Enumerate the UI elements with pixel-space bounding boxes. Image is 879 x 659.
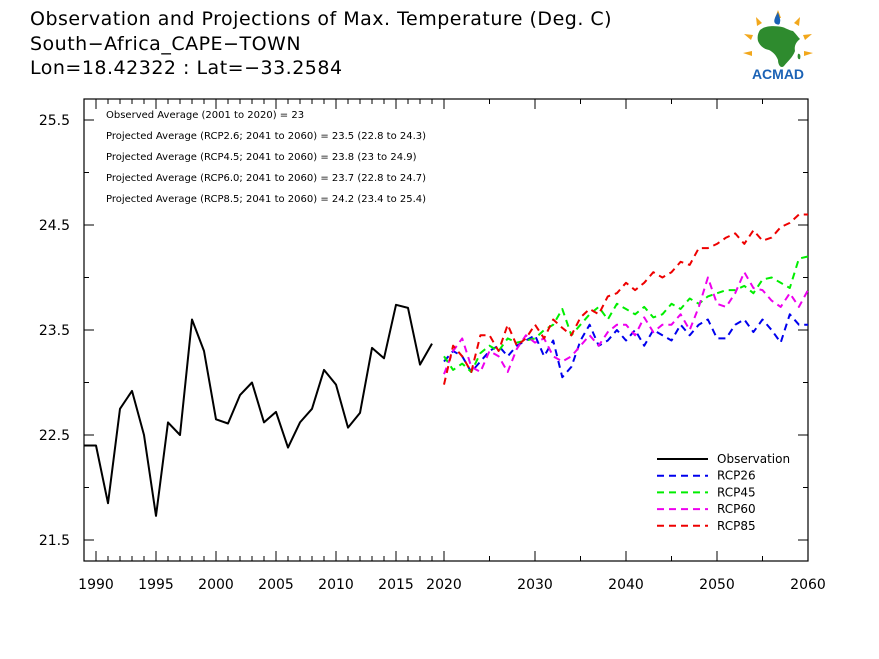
annotations: Observed Average (2001 to 2020) = 23 Proj… xyxy=(106,110,426,205)
x-tick-label: 2050 xyxy=(699,577,735,593)
series-line-rcp26 xyxy=(443,313,808,379)
series-line-rcp60 xyxy=(443,271,809,375)
y-tick-label: 25.5 xyxy=(39,113,70,129)
coordinates-label: Lon=18.42322 : Lat=−33.2584 xyxy=(30,57,343,79)
location-name: South−Africa_CAPE−TOWN xyxy=(30,33,302,55)
x-tick-label: 1995 xyxy=(138,577,174,593)
x-tick-label: 2000 xyxy=(198,577,234,593)
y-tick-label: 22.5 xyxy=(39,428,70,444)
x-axis-labels: 1990 1995 2000 2005 2010 2015 2020 2030 2040 2050… xyxy=(78,577,826,593)
axis-ticks xyxy=(84,99,809,561)
series-line-rcp45 xyxy=(443,255,809,373)
y-axis-labels: 21.5 22.5 23.5 24.5 25.5 xyxy=(39,113,70,549)
annotation-line: Projected Average (RCP6.0; 2041 to 2060)… xyxy=(106,173,426,184)
x-tick-label: 2010 xyxy=(318,577,354,593)
series-line-rcp85 xyxy=(443,213,808,385)
annotation-line: Observed Average (2001 to 2020) = 23 xyxy=(106,110,304,121)
y-tick-label: 21.5 xyxy=(39,533,70,549)
y-tick-label: 23.5 xyxy=(39,323,70,339)
acmad-logo: ACMAD xyxy=(743,10,813,82)
x-tick-label: 2030 xyxy=(517,577,553,593)
chart-title: Observation and Projections of Max. Temp… xyxy=(30,8,613,30)
legend-label-rcp60: RCP60 xyxy=(717,502,756,516)
legend-label-rcp26: RCP26 xyxy=(717,469,756,483)
legend: Observation RCP26 RCP45 RCP60 RCP85 xyxy=(657,452,790,533)
series-line-observation xyxy=(84,303,433,517)
series-lines xyxy=(84,213,809,517)
x-tick-label: 1990 xyxy=(78,577,114,593)
x-tick-label: 2005 xyxy=(258,577,294,593)
legend-label-rcp45: RCP45 xyxy=(717,485,756,499)
legend-label-observation: Observation xyxy=(717,452,790,466)
x-tick-label: 2020 xyxy=(426,577,462,593)
legend-label-rcp85: RCP85 xyxy=(717,519,756,533)
annotation-line: Projected Average (RCP4.5; 2041 to 2060)… xyxy=(106,152,417,163)
x-tick-label: 2015 xyxy=(378,577,414,593)
logo-text: ACMAD xyxy=(752,66,804,82)
x-tick-label: 2040 xyxy=(608,577,644,593)
x-tick-label: 2060 xyxy=(790,577,826,593)
y-tick-label: 24.5 xyxy=(39,218,70,234)
annotation-line: Projected Average (RCP8.5; 2041 to 2060)… xyxy=(106,194,426,205)
annotation-line: Projected Average (RCP2.6; 2041 to 2060)… xyxy=(106,131,426,142)
